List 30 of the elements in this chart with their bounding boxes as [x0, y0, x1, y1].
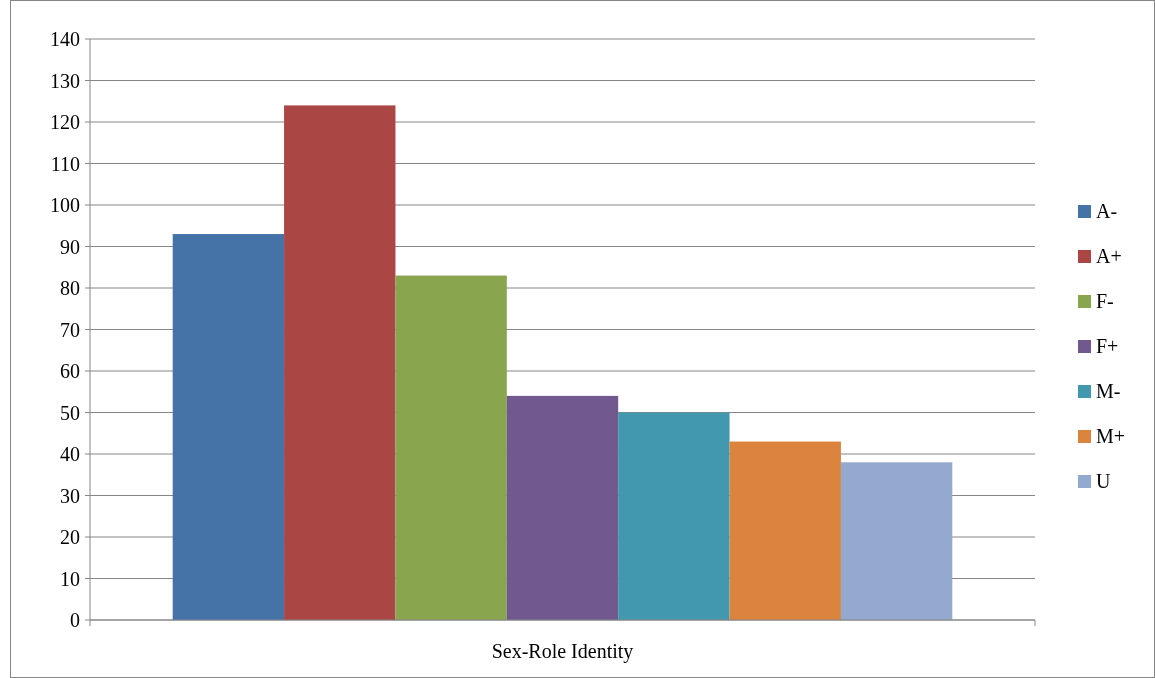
y-tick-label: 80	[60, 277, 80, 299]
legend-label: F-	[1096, 290, 1114, 312]
y-tick-label: 70	[60, 318, 80, 341]
y-tick-label: 120	[50, 111, 80, 133]
legend-label: M+	[1096, 425, 1126, 447]
bar	[618, 412, 730, 620]
bar	[172, 234, 285, 620]
bar	[395, 275, 507, 620]
y-tick-label: 50	[60, 401, 80, 424]
y-tick-label: 110	[50, 152, 80, 175]
y-tick-label: 10	[60, 567, 80, 590]
legend-label: F+	[1096, 335, 1119, 357]
y-tick-label: 20	[60, 526, 80, 548]
y-tick-label: 90	[60, 235, 80, 258]
y-tick-label: 0	[70, 609, 80, 631]
y-tick-label: 40	[60, 443, 80, 465]
y-tick-label: 100	[50, 194, 80, 216]
legend-label: A+	[1096, 245, 1122, 267]
bar	[729, 441, 841, 620]
y-tick-label: 30	[60, 484, 80, 507]
y-tick-label: 140	[50, 28, 80, 50]
bar	[506, 395, 619, 620]
y-tick-label: 60	[60, 360, 80, 382]
legend-label: M-	[1096, 380, 1121, 402]
x-tick-label: Sex-Role Identity	[491, 640, 634, 663]
bar	[840, 462, 953, 620]
legend-label: U	[1096, 470, 1111, 492]
legend-label: A-	[1096, 200, 1118, 222]
y-tick-label: 130	[50, 69, 80, 92]
bar	[284, 105, 396, 620]
